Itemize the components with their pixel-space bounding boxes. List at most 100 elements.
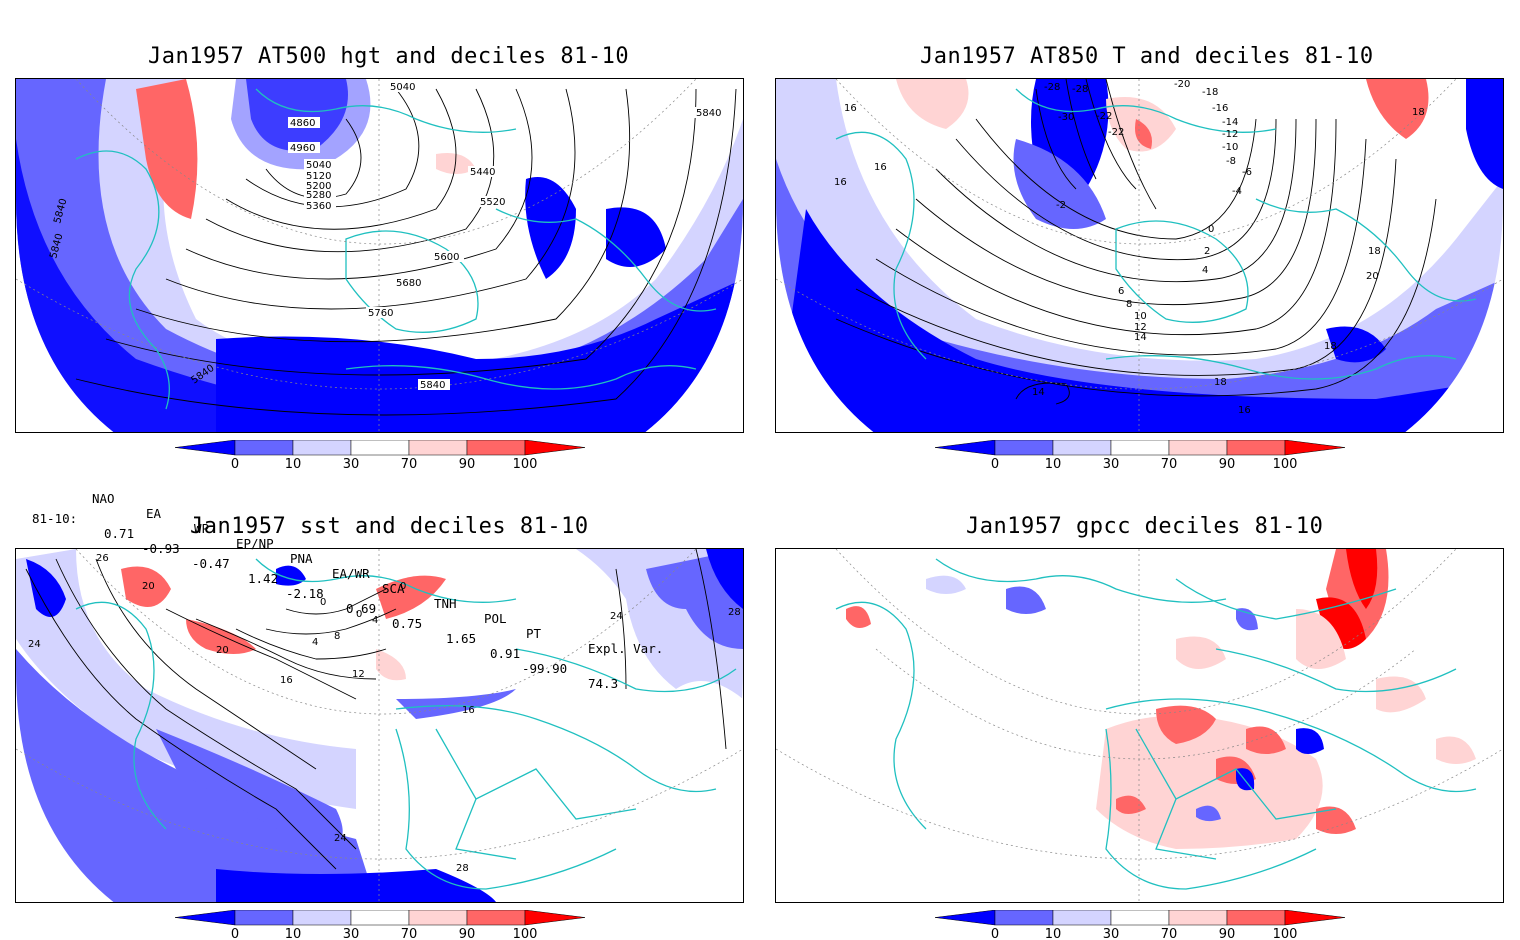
svg-text:4: 4 <box>312 637 318 648</box>
colorbar-tick-label: 0 <box>991 457 999 472</box>
colorbar-tick-label: 100 <box>513 927 538 940</box>
colorbar-segment <box>175 440 236 456</box>
svg-text:4960: 4960 <box>290 143 315 154</box>
colorbar-segment <box>1168 440 1228 456</box>
svg-text:0: 0 <box>356 609 362 620</box>
svg-text:16: 16 <box>834 177 847 188</box>
temp-contours <box>835 79 1437 405</box>
svg-text:-14: -14 <box>1222 117 1238 128</box>
colorbar-segment <box>1052 910 1112 926</box>
colorbar-tick-label: 90 <box>459 927 476 940</box>
colorbar-tick-label: 0 <box>991 927 999 940</box>
colorbar-tick-label: 0 <box>231 927 239 940</box>
sst-contour-labels: 26 20 0 4 8 12 16 16 20 24 24 24 28 28 0… <box>28 553 741 874</box>
colorbar-tick-label: 90 <box>459 457 476 472</box>
colorbar-tick-label: 30 <box>343 457 360 472</box>
svg-text:5600: 5600 <box>434 252 459 263</box>
map-panel-at850: -28 -28 -30 -22 -22 -20 -18 -16 -14 -12 … <box>775 78 1504 433</box>
idx-row-label: 81-10: <box>32 511 78 526</box>
panel2-title: Jan1957 AT850 T and deciles 81-10 <box>920 44 1374 69</box>
svg-text:-10: -10 <box>1222 142 1238 153</box>
svg-text:-30: -30 <box>1058 112 1074 123</box>
colorbar-tick-label: 10 <box>1045 457 1062 472</box>
svg-text:6: 6 <box>1118 286 1124 297</box>
colorbar-segment <box>292 440 352 456</box>
colorbar-segment <box>994 910 1054 926</box>
svg-text:-8: -8 <box>1226 156 1236 167</box>
colorbar-segment <box>1052 440 1112 456</box>
svg-text:4: 4 <box>1202 265 1208 276</box>
svg-text:5040: 5040 <box>390 82 415 93</box>
map-sst-svg: 26 20 0 4 8 12 16 16 20 24 24 24 28 28 0… <box>16 549 743 902</box>
idx-v-pol: 0.91 <box>490 646 521 661</box>
svg-text:14: 14 <box>1032 387 1045 398</box>
svg-text:20: 20 <box>142 581 155 592</box>
colorbar-segment <box>466 910 526 926</box>
svg-text:0: 0 <box>400 581 406 592</box>
colorbar-segment <box>234 910 294 926</box>
colorbar-tick-label: 70 <box>401 927 418 940</box>
colorbar-tick-label: 30 <box>1103 927 1120 940</box>
svg-text:28: 28 <box>456 863 469 874</box>
map-panel-sst: 26 20 0 4 8 12 16 16 20 24 24 24 28 28 0… <box>15 548 744 903</box>
svg-text:8: 8 <box>334 631 340 642</box>
colorbar-tick-label: 0 <box>231 457 239 472</box>
svg-text:12: 12 <box>352 669 365 680</box>
svg-text:-18: -18 <box>1202 87 1218 98</box>
svg-text:-16: -16 <box>1212 103 1228 114</box>
panel1-title: Jan1957 AT500 hgt and deciles 81-10 <box>148 44 630 69</box>
colorbar-segment <box>350 440 410 456</box>
svg-text:-4: -4 <box>1232 186 1242 197</box>
idx-v-ea: -0.93 <box>142 541 180 556</box>
colorbar-tick-label: 100 <box>513 457 538 472</box>
svg-text:16: 16 <box>874 162 887 173</box>
idx-v-tnh: 1.65 <box>446 631 477 646</box>
map-panel-at500: 5040 4860 4960 5040 5120 5200 5280 5360 … <box>15 78 744 433</box>
colorbar-tick-label: 70 <box>1161 927 1178 940</box>
colorbar-segment <box>350 910 410 926</box>
colorbar-segment <box>408 440 468 456</box>
idx-v-pt: -99.90 <box>522 661 568 676</box>
svg-text:-2: -2 <box>1056 200 1066 211</box>
svg-text:-28: -28 <box>1072 84 1088 95</box>
idx-v-explvar: 74.3 <box>588 676 619 691</box>
svg-text:0: 0 <box>320 597 326 608</box>
idx-v-pna: -2.18 <box>286 586 324 601</box>
svg-text:2: 2 <box>1204 246 1210 257</box>
coastlines <box>835 88 1477 380</box>
svg-text:16: 16 <box>844 103 857 114</box>
svg-text:0: 0 <box>1208 224 1214 235</box>
svg-text:4: 4 <box>372 615 378 626</box>
svg-text:5840: 5840 <box>696 108 721 119</box>
idx-h-explvar: Expl. Var. <box>588 641 664 656</box>
colorbar-segment <box>935 910 996 926</box>
svg-text:18: 18 <box>1412 107 1425 118</box>
colorbar-tick-label: 10 <box>1045 927 1062 940</box>
idx-v-eawr: 0.69 <box>346 601 377 616</box>
indices-values: 81-10: 0.71 -0.93 -0.47 1.42 -2.18 0.69 … <box>32 496 618 691</box>
colorbar-segment <box>1226 440 1286 456</box>
svg-text:-12: -12 <box>1222 129 1238 140</box>
colorbar-tick-label: 100 <box>1273 457 1298 472</box>
coastlines <box>835 558 1477 890</box>
colorbar-tick-label: 10 <box>285 927 302 940</box>
svg-text:5360: 5360 <box>306 201 331 212</box>
colorbar-segment <box>1284 910 1346 926</box>
colorbar-tick-label: 30 <box>343 927 360 940</box>
svg-text:5760: 5760 <box>368 308 393 319</box>
svg-text:-22: -22 <box>1096 111 1112 122</box>
idx-v-sca: 0.75 <box>392 616 423 631</box>
idx-h-epnp: EP/NP <box>236 536 274 551</box>
idx-h-nao: NAO <box>92 491 115 506</box>
colorbar-p2: 0 10 30 70 90 100 <box>935 440 1346 472</box>
idx-v-nao: 0.71 <box>104 526 135 541</box>
idx-h-tnh: TNH <box>434 596 457 611</box>
map-at500-svg: 5040 4860 4960 5040 5120 5200 5280 5360 … <box>16 79 743 432</box>
panel3-title: Jan1957 sst and deciles 81-10 <box>190 514 589 539</box>
idx-h-pol: POL <box>484 611 507 626</box>
svg-text:5280: 5280 <box>306 190 331 201</box>
colorbar-segment <box>1226 910 1286 926</box>
colorbar-tick-label: 30 <box>1103 457 1120 472</box>
idx-v-wp: -0.47 <box>192 556 230 571</box>
colorbar-segment <box>234 440 294 456</box>
